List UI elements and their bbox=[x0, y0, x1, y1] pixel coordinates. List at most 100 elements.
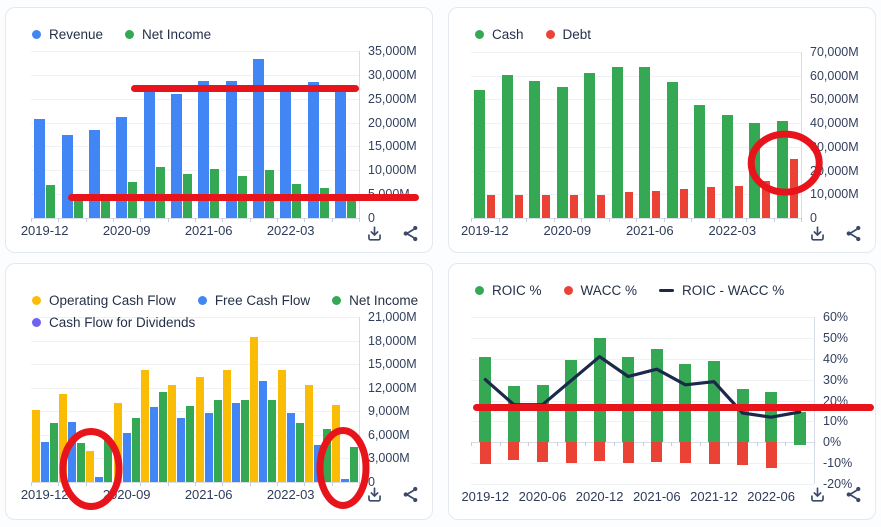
bar-cash bbox=[776, 120, 788, 218]
bar-revenue bbox=[34, 119, 46, 218]
x-axis-label: 2021-06 bbox=[625, 223, 674, 238]
bar-free-cash-flow bbox=[150, 406, 158, 482]
bar-roic bbox=[593, 337, 606, 443]
bar-operating-cash-flow bbox=[195, 376, 204, 482]
share-button[interactable] bbox=[842, 222, 865, 245]
gridline bbox=[471, 337, 814, 339]
bar-net-income bbox=[319, 187, 329, 218]
x-axis-tick bbox=[814, 442, 815, 447]
share-icon bbox=[846, 225, 861, 242]
bar-net-income bbox=[49, 423, 58, 482]
share-button[interactable] bbox=[842, 483, 865, 506]
x-axis-label: 2022-03 bbox=[708, 223, 757, 238]
bar-net-income bbox=[155, 166, 165, 218]
gridline bbox=[471, 463, 814, 465]
bar-operating-cash-flow bbox=[250, 337, 259, 482]
x-axis-label: 2021-06 bbox=[184, 487, 233, 502]
legend-item-wacc[interactable]: WACC % bbox=[563, 283, 637, 298]
legend-item-cash-flow-for-dividends[interactable]: Cash Flow for Dividends bbox=[32, 315, 195, 330]
x-axis-tick bbox=[277, 218, 278, 222]
x-axis-tick bbox=[785, 442, 787, 447]
x-axis-tick bbox=[140, 482, 142, 486]
dot-marker-icon bbox=[475, 29, 484, 39]
bar-operating-cash-flow bbox=[332, 405, 341, 482]
legend-item-operating-cash-flow[interactable]: Operating Cash Flow bbox=[32, 293, 176, 308]
y-axis-label: 20% bbox=[823, 393, 849, 408]
bar-net-income bbox=[159, 392, 167, 482]
gridline bbox=[471, 317, 814, 318]
legend-label: Net Income bbox=[142, 26, 212, 42]
bar-operating-cash-flow bbox=[113, 403, 122, 482]
x-axis-tick bbox=[58, 482, 60, 486]
legend-item-free-cash-flow[interactable]: Free Cash Flow bbox=[197, 293, 310, 308]
x-axis-tick bbox=[249, 482, 251, 486]
bar-net-income bbox=[213, 399, 222, 482]
y-axis-label: 18,000M bbox=[368, 333, 417, 348]
legend-item-roic[interactable]: ROIC % bbox=[475, 283, 542, 298]
bar-wacc bbox=[651, 442, 663, 463]
legend: Operating Cash Flow Free Cash Flow Net Inc… bbox=[32, 290, 418, 332]
gridline bbox=[471, 484, 814, 485]
y-axis-label: 10,000M bbox=[810, 187, 859, 202]
x-axis-tick bbox=[471, 442, 472, 447]
x-axis-tick bbox=[642, 442, 644, 447]
bar-operating-cash-flow bbox=[31, 409, 40, 482]
download-button[interactable] bbox=[806, 222, 829, 245]
y-axis-label: 0 bbox=[810, 211, 817, 225]
bar-debt bbox=[514, 194, 523, 218]
x-axis-tick bbox=[718, 218, 720, 222]
legend-item-net-income[interactable]: Net Income bbox=[125, 27, 211, 42]
annotation-line bbox=[68, 193, 420, 201]
y-axis-label: 30,000M bbox=[810, 139, 859, 154]
download-button[interactable] bbox=[806, 483, 829, 506]
download-button[interactable] bbox=[363, 483, 386, 506]
y-axis-label: 0 bbox=[368, 475, 375, 489]
legend-item-debt[interactable]: Debt bbox=[545, 27, 591, 42]
x-axis-tick bbox=[699, 442, 701, 447]
panel-actions bbox=[363, 222, 422, 245]
x-axis-tick bbox=[85, 482, 87, 486]
x-axis-label: 2020-09 bbox=[102, 223, 151, 238]
y-axis-label: 50,000M bbox=[810, 92, 859, 107]
bar-net-income bbox=[73, 197, 83, 218]
y-axis-label: 35,000M bbox=[368, 44, 417, 58]
bar-net-income bbox=[350, 447, 359, 482]
dot-marker-icon bbox=[545, 29, 555, 39]
bar-revenue bbox=[252, 59, 264, 218]
legend-item-net-income[interactable]: Net Income bbox=[332, 293, 418, 308]
bar-roic bbox=[793, 412, 806, 446]
bar-free-cash-flow bbox=[286, 412, 295, 482]
bar-net-income bbox=[241, 400, 249, 482]
bar-net-income bbox=[46, 184, 56, 218]
x-axis-tick bbox=[331, 218, 333, 222]
bar-free-cash-flow bbox=[68, 422, 76, 482]
bar-free-cash-flow bbox=[40, 441, 49, 482]
panel-actions bbox=[363, 483, 422, 506]
bar-free-cash-flow bbox=[95, 476, 104, 482]
x-axis-tick bbox=[195, 218, 196, 222]
y-axis-label: 12,000M bbox=[368, 380, 417, 395]
share-button[interactable] bbox=[399, 222, 422, 245]
bar-cash bbox=[584, 72, 596, 218]
bar-revenue bbox=[198, 81, 210, 218]
bar-net-income bbox=[292, 183, 302, 218]
annotation-line bbox=[131, 84, 359, 92]
share-icon bbox=[846, 486, 861, 503]
x-axis-tick bbox=[585, 442, 587, 447]
legend-item-cash[interactable]: Cash bbox=[475, 27, 524, 42]
y-axis-line bbox=[814, 317, 815, 484]
y-axis-label: 50% bbox=[823, 330, 849, 345]
bar-wacc bbox=[679, 442, 691, 464]
x-axis-tick bbox=[553, 218, 555, 222]
download-button[interactable] bbox=[363, 222, 386, 245]
bar-debt bbox=[707, 186, 716, 218]
x-axis-tick bbox=[691, 218, 692, 222]
legend-row: Operating Cash Flow Free Cash Flow Net Inc… bbox=[32, 290, 418, 310]
share-button[interactable] bbox=[399, 483, 422, 506]
x-axis-tick bbox=[167, 482, 169, 486]
bar-net-income bbox=[104, 440, 113, 482]
gridline bbox=[471, 194, 801, 196]
chart-panel-revenue-net-income: Revenue Net Income 35,000M 30,000M 25,000M 2… bbox=[5, 7, 433, 253]
legend-item-roic-wacc[interactable]: ROIC - WACC % bbox=[659, 283, 784, 298]
legend-item-revenue[interactable]: Revenue bbox=[32, 27, 103, 42]
